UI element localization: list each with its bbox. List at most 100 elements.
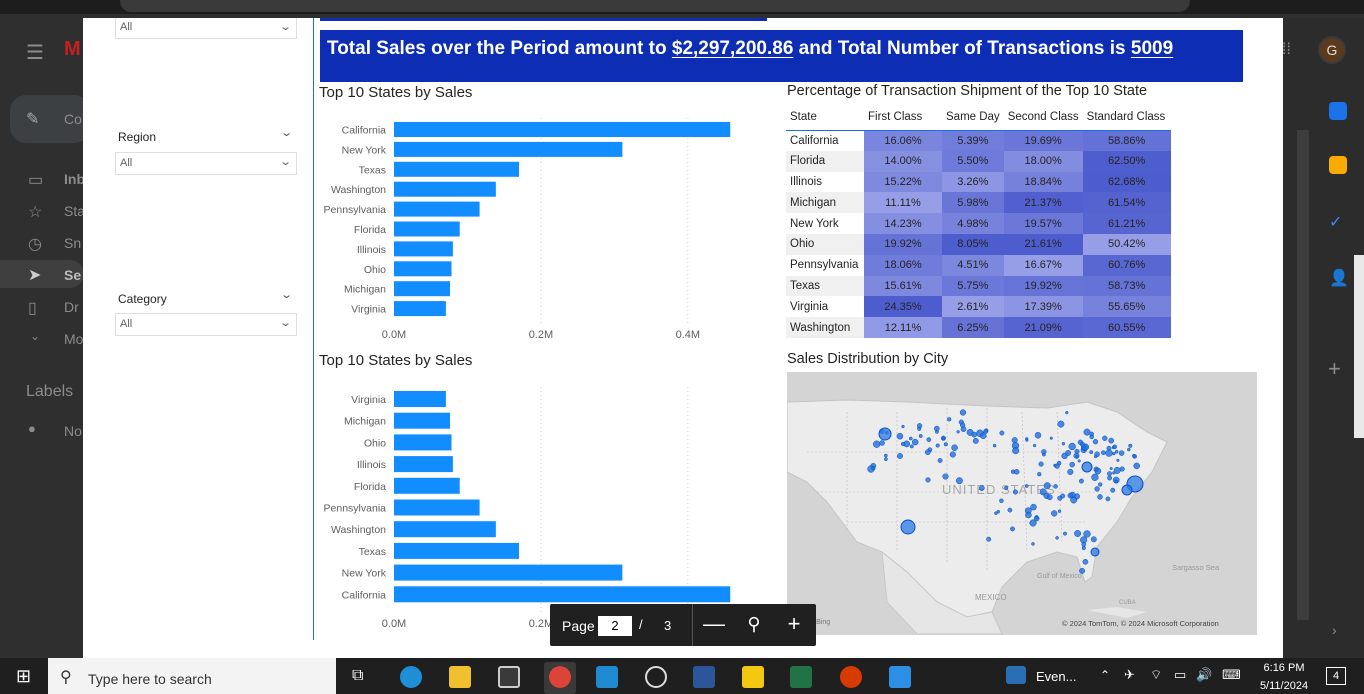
notification-center-icon[interactable]: 4	[1326, 667, 1346, 685]
region-slicer[interactable]: All ⌄	[115, 152, 297, 175]
matrix-row[interactable]: Michigan 11.11% 5.98% 21.37% 61.54%	[786, 192, 1171, 214]
browser-tab[interactable]	[120, 0, 1190, 12]
edge-icon[interactable]	[400, 666, 422, 688]
mexico-land	[881, 550, 1003, 635]
apps-grid-icon[interactable]: ⁞⁞	[1282, 41, 1291, 58]
browser-tabstrip	[0, 0, 1364, 14]
label-item[interactable]: No	[64, 423, 82, 439]
zoom-in-button[interactable]: +	[787, 611, 801, 636]
battery-icon[interactable]: ▭	[1174, 667, 1187, 682]
event-app-icon[interactable]	[1006, 666, 1026, 684]
nav-item-inbox[interactable]: Inb	[64, 171, 85, 187]
matrix-row[interactable]: New York 14.23% 4.98% 19.57% 61.21%	[786, 213, 1171, 234]
city-bubble	[1067, 492, 1074, 499]
matrix-value-cell: 60.76%	[1082, 254, 1171, 276]
clock-date[interactable]: 5/11/2024	[1259, 680, 1309, 692]
matrix-row[interactable]: Virginia 24.35% 2.61% 17.39% 55.65%	[786, 296, 1171, 318]
network-off-icon[interactable]: ✈	[1124, 667, 1135, 682]
chevron-right-icon[interactable]: ›	[1332, 622, 1337, 638]
matrix-column-header[interactable]: State	[786, 104, 864, 131]
chevron-down-icon: ⌄	[30, 329, 41, 343]
page-scrollbar[interactable]	[1354, 255, 1364, 438]
nav-item-sent[interactable]: Se	[64, 267, 82, 283]
vscode-icon[interactable]	[596, 666, 618, 688]
category-label: Texas	[359, 546, 386, 558]
city-bubble	[1107, 471, 1112, 477]
top-slicer[interactable]: All ⌄	[115, 18, 297, 39]
nav-item-snoozed[interactable]: Sn	[64, 235, 82, 251]
calendar-icon[interactable]	[1329, 102, 1347, 120]
matrix-value-cell: 15.61%	[864, 275, 942, 297]
matrix-column-header[interactable]: Second Class	[1003, 104, 1083, 131]
photos-icon[interactable]	[889, 666, 911, 688]
volume-icon[interactable]: 🔊	[1196, 667, 1213, 682]
city-bubble	[956, 430, 960, 434]
add-addon-icon[interactable]: +	[1328, 356, 1341, 381]
excel-icon[interactable]	[790, 666, 812, 688]
tasks-icon[interactable]: ✓	[1329, 214, 1343, 231]
matrix-state-cell: Washington	[786, 317, 864, 338]
city-bubble	[1114, 479, 1119, 484]
zoom-out-button[interactable]: —	[703, 611, 725, 636]
matrix-row[interactable]: California 16.06% 5.39% 19.69% 58.86%	[786, 130, 1171, 151]
bar-chart-1[interactable]: 0.0M 0.2M 0.4M California New York Texas Washi…	[314, 110, 780, 346]
matrix-state-cell: Ohio	[786, 233, 864, 255]
taskbar-search-box[interactable]: ⚲ Type here to search	[48, 658, 336, 694]
zoom-fit-icon[interactable]: ⚲	[747, 614, 761, 634]
matrix-row[interactable]: Washington 12.11% 6.25% 21.09% 60.55%	[786, 317, 1171, 338]
category-label: Michigan	[344, 284, 386, 296]
file-explorer-icon[interactable]	[449, 666, 471, 688]
avatar[interactable]: G	[1318, 36, 1346, 64]
menu-icon[interactable]: ☰	[26, 42, 44, 64]
tray-chevron-up-icon[interactable]: ⌃	[1100, 668, 1111, 682]
matrix-row[interactable]: Illinois 15.22% 3.26% 18.84% 62.68%	[786, 171, 1171, 193]
media-player-icon[interactable]	[645, 666, 667, 688]
matrix-value-cell: 21.61%	[1003, 233, 1083, 255]
bar-chart-2[interactable]: 0.0M0.2M0.4MVirginiaMichiganOhioIllinois…	[314, 382, 780, 634]
task-view-icon[interactable]: ⧉	[352, 667, 364, 684]
bar	[394, 161, 520, 177]
matrix-row[interactable]: Pennsylvania 18.06% 4.51% 16.67% 60.76%	[786, 254, 1171, 276]
bar	[394, 586, 731, 603]
category-slicer[interactable]: All ⌄	[115, 313, 297, 336]
wifi-icon[interactable]: ⌔	[1150, 667, 1163, 682]
keep-icon[interactable]	[1329, 156, 1347, 174]
snipping-tool-icon[interactable]	[840, 666, 862, 688]
matrix-row[interactable]: Ohio 19.92% 8.05% 21.61% 50.42%	[786, 233, 1171, 255]
chevron-down-icon[interactable]: ⌄	[280, 289, 294, 301]
keyboard-icon[interactable]: ⌨	[1222, 667, 1241, 682]
category-label: Pennsylvania	[324, 503, 387, 515]
matrix-row[interactable]: Florida 14.00% 5.50% 18.00% 62.50%	[786, 150, 1171, 172]
matrix-column-header[interactable]: Same Day	[942, 104, 1004, 131]
sales-map[interactable]: UNITED STATES MEXICO Gulf of Mexico Sarg…	[787, 372, 1257, 635]
shipment-matrix[interactable]: State First Class Same Day Second Class Stan…	[786, 104, 1171, 338]
gmail-scrollbar[interactable]	[1297, 130, 1309, 620]
nav-item-drafts[interactable]: Dr	[64, 299, 79, 315]
kpi-banner	[320, 30, 1243, 82]
compose-button[interactable]: ✎ Co	[10, 95, 90, 143]
nav-item-starred[interactable]: Sta	[64, 203, 86, 219]
matrix-column-header[interactable]: Standard Class	[1082, 104, 1171, 131]
matrix-value-cell: 61.21%	[1082, 213, 1171, 234]
chevron-down-icon[interactable]: ⌄	[280, 127, 294, 139]
powerbi-icon[interactable]	[742, 666, 764, 688]
pencil-icon: ✎	[26, 111, 40, 128]
word-icon[interactable]	[693, 666, 715, 688]
city-bubble	[1004, 485, 1009, 490]
clock-time[interactable]: 6:16 PM	[1263, 662, 1305, 674]
bar-chart-2-title: Top 10 States by Sales	[319, 352, 473, 369]
windows-start-icon[interactable]: ⊞	[16, 666, 32, 686]
contacts-icon[interactable]: 👤	[1329, 270, 1349, 287]
city-bubble	[1113, 466, 1121, 474]
city-bubble	[1024, 484, 1029, 488]
store-icon[interactable]	[498, 666, 520, 688]
matrix-row[interactable]: Texas 15.61% 5.75% 19.92% 58.73%	[786, 275, 1171, 297]
nav-item-more[interactable]: Mo	[64, 331, 84, 347]
matrix-column-header[interactable]: First Class	[864, 104, 942, 131]
matrix-value-cell: 5.98%	[942, 192, 1004, 214]
page-number-input[interactable]: 2	[598, 616, 632, 636]
event-app-label[interactable]: Even...	[1036, 669, 1077, 684]
bar	[394, 281, 451, 297]
chrome-icon[interactable]	[549, 666, 571, 688]
city-bubble	[1108, 437, 1115, 444]
